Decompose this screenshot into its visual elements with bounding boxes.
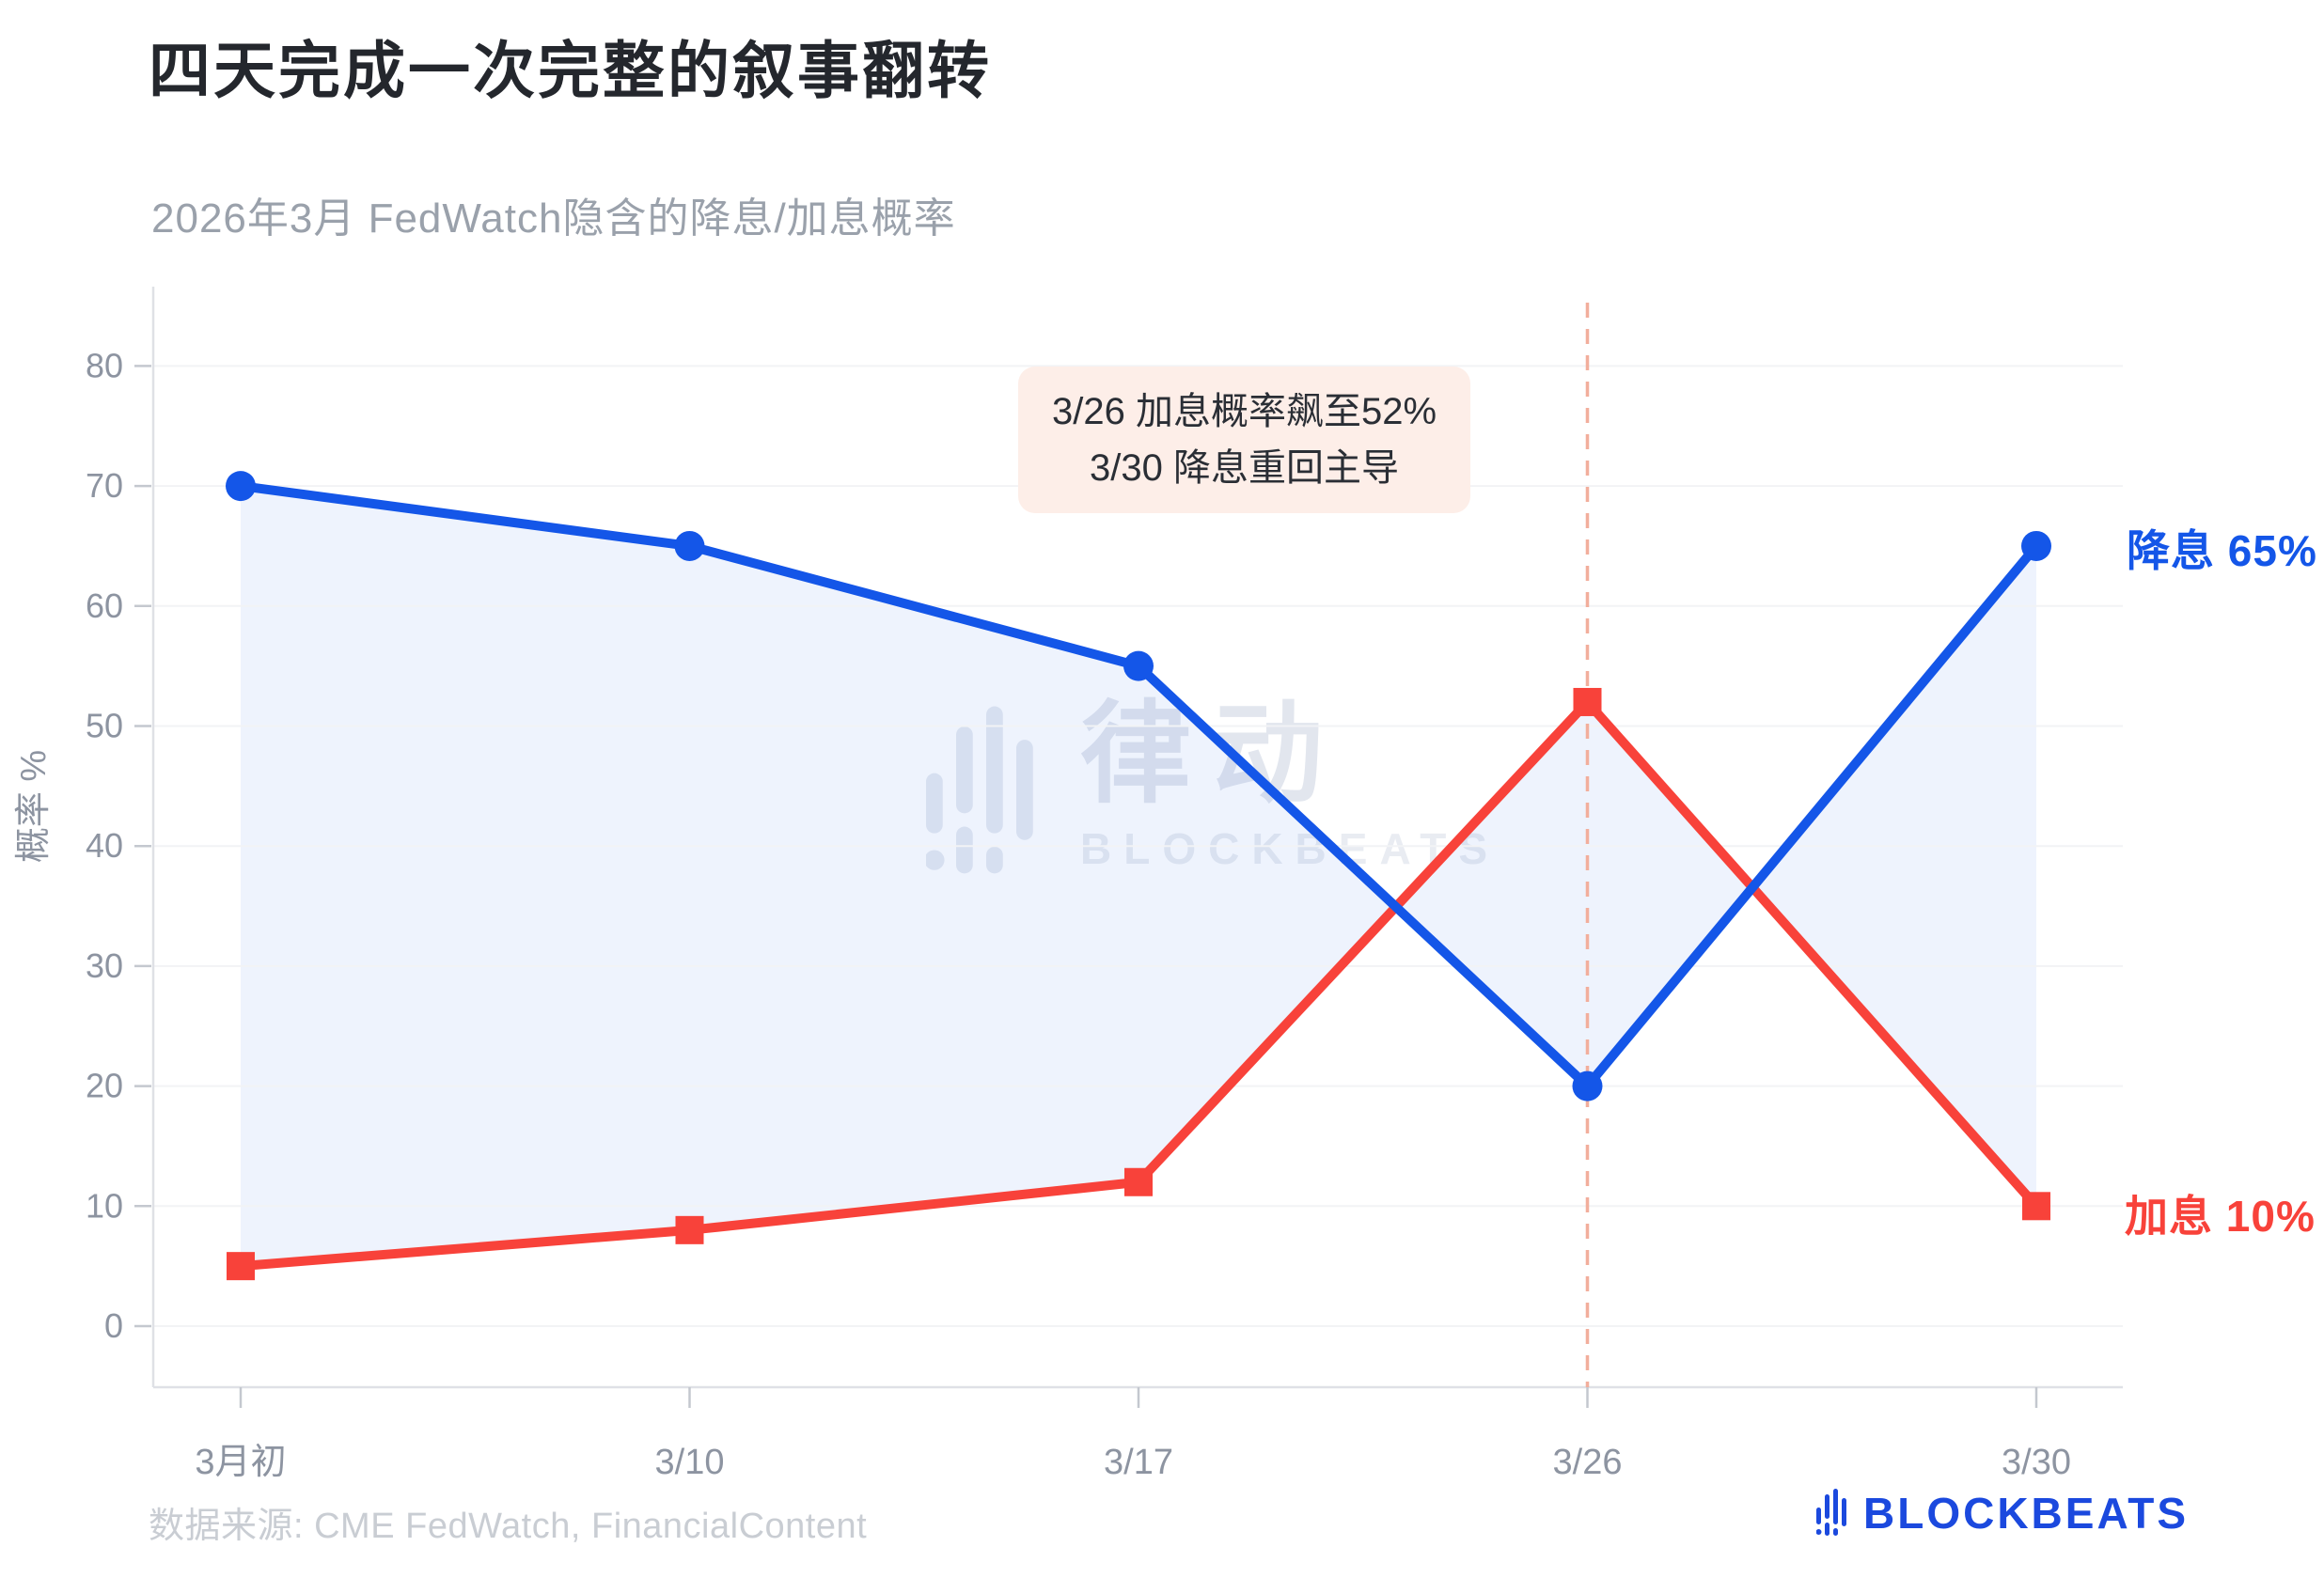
y-tick-label-70: 70 (86, 466, 123, 505)
rate-hike-end-label: 加息 10% (2125, 1192, 2316, 1241)
marker-加息-3/26 (1573, 687, 1602, 716)
y-tick-label-60: 60 (86, 586, 123, 625)
blockbeats-bars-icon (926, 706, 1033, 874)
y-tick-label-40: 40 (86, 826, 123, 865)
watermark-cn: 律动 (1080, 699, 1500, 810)
data-source-note: 数据来源: CME FedWatch, FinancialContent (149, 1507, 868, 1546)
marker-降息-3月初 (226, 471, 256, 502)
y-tick-label-30: 30 (86, 946, 123, 985)
x-tick-label-2: 3/17 (1104, 1443, 1173, 1482)
watermark-text: 律动 BLOCKBEATS (1080, 699, 1500, 870)
blockbeats-logo-icon (1816, 1489, 1846, 1536)
chart-subtitle: 2026年3月 FedWatch隐含的降息/加息概率 (151, 195, 956, 242)
y-tick-label-10: 10 (86, 1186, 123, 1225)
marker-降息-3/10 (674, 530, 705, 561)
marker-降息-3/17 (1123, 650, 1154, 681)
annotation-callout: 3/26 加息概率飙至52% 3/30 降息重回主导 (1018, 367, 1471, 513)
marker-加息-3/10 (675, 1215, 704, 1244)
annotation-line-2: 3/30 降息重回主导 (1090, 447, 1399, 489)
page-title: 四天完成一次完整的叙事翻转 (149, 36, 992, 105)
x-tick-label-4: 3/30 (2002, 1443, 2071, 1482)
blockbeats-logo-text: BLOCKBEATS (1863, 1489, 2190, 1538)
annotation-line-1: 3/26 加息概率飙至52% (1052, 391, 1437, 432)
marker-加息-3/30 (2022, 1192, 2050, 1221)
blockbeats-logo: BLOCKBEATS (1816, 1489, 2189, 1538)
marker-降息-3/26 (1572, 1070, 1603, 1101)
y-tick-label-20: 20 (86, 1067, 123, 1105)
x-tick-label-1: 3/10 (655, 1443, 725, 1482)
rate-cut-end-label: 降息 65% (2127, 526, 2317, 575)
y-axis-title: 概率 % (14, 750, 54, 863)
marker-降息-3/30 (2021, 530, 2051, 561)
marker-加息-3/17 (1124, 1167, 1153, 1196)
x-tick-label-3: 3/26 (1553, 1443, 1623, 1482)
watermark-en: BLOCKBEATS (1080, 827, 1500, 870)
marker-加息-3月初 (227, 1252, 255, 1281)
x-tick-label-0: 3月初 (195, 1443, 286, 1482)
y-tick-label-80: 80 (86, 346, 123, 384)
y-tick-label-0: 0 (104, 1306, 123, 1345)
y-tick-label-50: 50 (86, 707, 123, 745)
watermark: 律动 BLOCKBEATS (926, 699, 1500, 887)
